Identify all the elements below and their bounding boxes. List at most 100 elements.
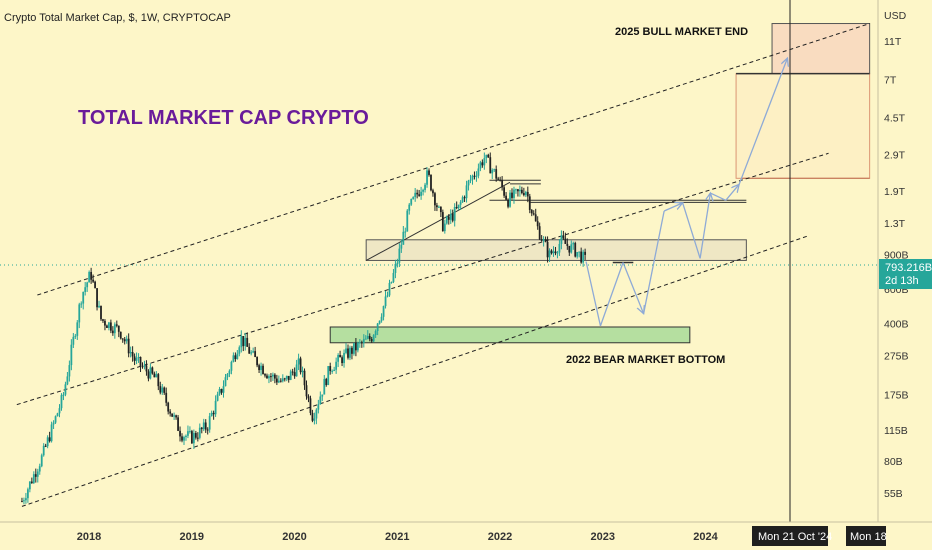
candle-body <box>572 243 575 245</box>
candle-body <box>505 195 507 200</box>
candle-body <box>234 355 237 360</box>
projection-segment <box>738 58 787 185</box>
candle-body <box>36 471 39 477</box>
candle-body <box>487 154 490 158</box>
candle-body <box>398 248 401 263</box>
candle-body <box>313 418 316 421</box>
y-tick-label: 55B <box>884 488 903 500</box>
candle-body <box>258 365 260 371</box>
candle-body <box>129 352 132 354</box>
candle-body <box>163 387 166 393</box>
candle-body <box>119 331 122 339</box>
candle-body <box>169 411 172 414</box>
candle-body <box>74 335 77 337</box>
candle-body <box>362 339 365 344</box>
candle-body <box>232 355 235 362</box>
candle-body <box>159 386 162 393</box>
candle-body <box>226 373 229 378</box>
candle-body <box>465 185 468 199</box>
channel-line <box>21 235 809 507</box>
channel-line <box>16 152 829 406</box>
candle-body <box>386 295 389 297</box>
candle-body <box>275 378 278 383</box>
candle-body <box>461 197 464 203</box>
candle-body <box>562 235 565 239</box>
candle-body <box>447 216 450 220</box>
candle-body <box>175 415 177 418</box>
current-price-countdown: 2d 13h <box>885 275 919 287</box>
candle-body <box>192 433 195 444</box>
candle-body <box>185 435 187 438</box>
candle-body <box>149 367 152 379</box>
y-tick-label: 2.9T <box>884 150 906 162</box>
candle-body <box>584 251 587 255</box>
candle-body <box>530 209 533 214</box>
candle-body <box>325 378 328 385</box>
candle-body <box>127 338 130 354</box>
candle-body <box>335 361 338 370</box>
candle-body <box>289 371 292 380</box>
candle-body <box>307 396 310 399</box>
zone-support <box>329 326 691 344</box>
candle-body <box>141 366 144 368</box>
candle-body <box>113 324 116 334</box>
candle-body <box>50 424 53 442</box>
zone-target <box>771 23 871 75</box>
candle-body <box>80 303 83 305</box>
candle-body <box>108 322 110 328</box>
candle-body <box>196 437 199 439</box>
chart-title: TOTAL MARKET CAP CRYPTO <box>78 107 369 129</box>
candle-body <box>430 174 432 191</box>
candle-body <box>455 207 458 209</box>
candle-body <box>317 404 320 410</box>
candle-body <box>86 282 89 288</box>
time-axis[interactable]: 2018 2019 2020 2021 2022 2023 2024 <box>77 531 719 543</box>
candle-body <box>256 357 259 366</box>
candle-body <box>368 336 371 340</box>
candle-body <box>475 175 478 177</box>
candle-body <box>406 210 409 232</box>
candle-body <box>30 481 33 483</box>
candle-body <box>252 351 255 353</box>
candle-body <box>240 336 243 348</box>
candle-body <box>416 192 419 195</box>
candle-body <box>353 342 355 354</box>
candle-body <box>517 189 519 192</box>
projection-segment <box>599 262 624 327</box>
candle-body <box>218 388 221 395</box>
candle-body <box>483 158 486 166</box>
candle-body <box>224 377 227 387</box>
candle-body <box>68 365 71 377</box>
candle-body <box>410 199 413 205</box>
candle-body <box>558 243 561 253</box>
candle-body <box>323 378 326 395</box>
candle-body <box>370 339 373 342</box>
candle-body <box>570 244 573 253</box>
candle-body <box>102 319 104 321</box>
candle-body <box>360 342 363 344</box>
candle-body <box>526 191 529 197</box>
candle-body <box>72 336 75 345</box>
candle-body <box>115 324 118 326</box>
projection-segment <box>585 261 602 327</box>
projection-segment <box>682 202 701 259</box>
candle-body <box>40 455 43 467</box>
candles-layer <box>21 152 587 505</box>
candle-body <box>190 431 193 444</box>
price-axis[interactable]: USD 11T7T4.5T2.9T1.9T1.3T900B600B400B275… <box>884 10 909 500</box>
candle-body <box>62 394 65 396</box>
candle-body <box>66 376 69 385</box>
candle-body <box>285 375 288 379</box>
candle-body <box>485 154 488 159</box>
candle-body <box>418 194 421 196</box>
candle-body <box>366 336 369 339</box>
candle-body <box>449 213 452 220</box>
candle-body <box>92 279 94 282</box>
x-tick-label: 2020 <box>282 531 306 543</box>
candle-body <box>222 386 225 393</box>
candle-body <box>244 337 247 347</box>
candle-body <box>151 367 154 374</box>
candle-body <box>198 427 201 438</box>
candle-body <box>208 416 211 430</box>
